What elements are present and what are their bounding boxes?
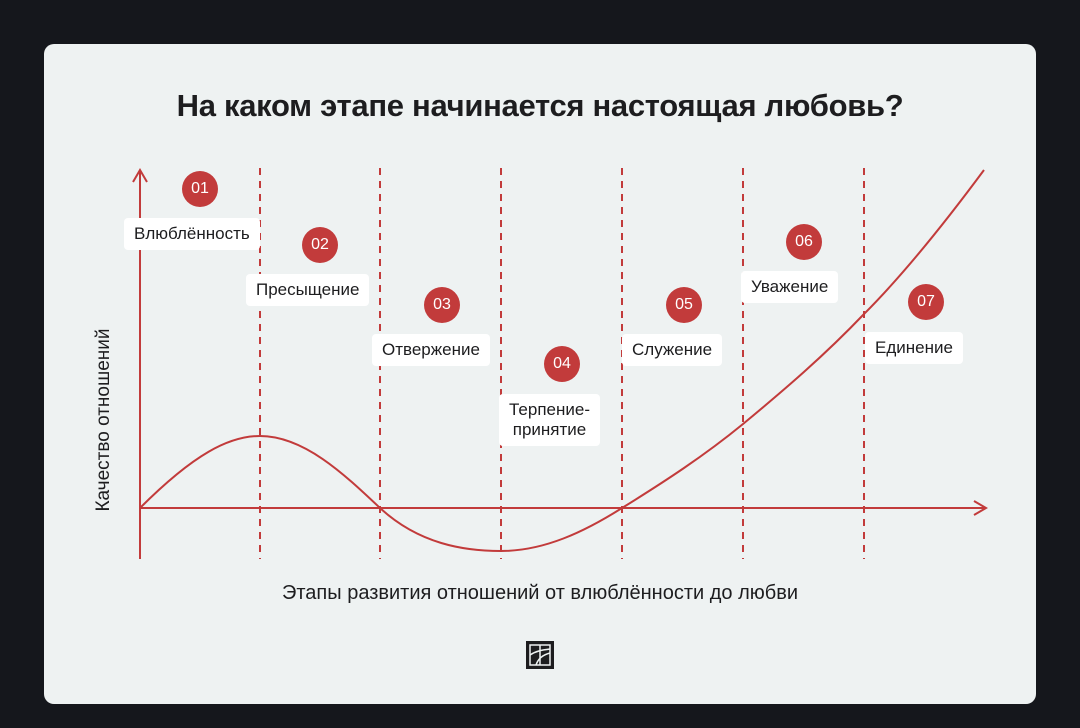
stage-label: Отвержение bbox=[372, 334, 490, 366]
stage-number-badge: 05 bbox=[666, 287, 702, 323]
stage-label: Влюблённость bbox=[124, 218, 260, 250]
x-axis-arrow-icon bbox=[973, 500, 988, 516]
stage-number-badge: 01 bbox=[182, 171, 218, 207]
stage-number-badge: 03 bbox=[424, 287, 460, 323]
quality-curve bbox=[139, 169, 985, 553]
y-axis-arrow-icon bbox=[132, 168, 148, 183]
stage-label: Терпение- принятие bbox=[499, 394, 600, 446]
stage-label: Уважение bbox=[741, 271, 839, 303]
x-axis-label: Этапы развития отношений от влюблённости… bbox=[282, 582, 798, 604]
stage-label: Единение bbox=[865, 332, 963, 364]
publisher-logo-icon bbox=[526, 641, 554, 669]
stage-number-badge: 06 bbox=[786, 224, 822, 260]
diagram-title: На каком этапе начинается настоящая любо… bbox=[176, 88, 904, 123]
relationship-curve-diagram bbox=[132, 168, 988, 559]
y-axis-label: Качество отношений bbox=[93, 328, 114, 512]
stage-number-badge: 04 bbox=[544, 346, 580, 382]
diagram-card: На каком этапе начинается настоящая любо… bbox=[44, 44, 1036, 704]
stage-number-badge: 02 bbox=[302, 227, 338, 263]
stage-label: Служение bbox=[622, 334, 723, 366]
stage-label: Пресыщение bbox=[246, 274, 370, 306]
stage-number-badge: 07 bbox=[908, 284, 944, 320]
